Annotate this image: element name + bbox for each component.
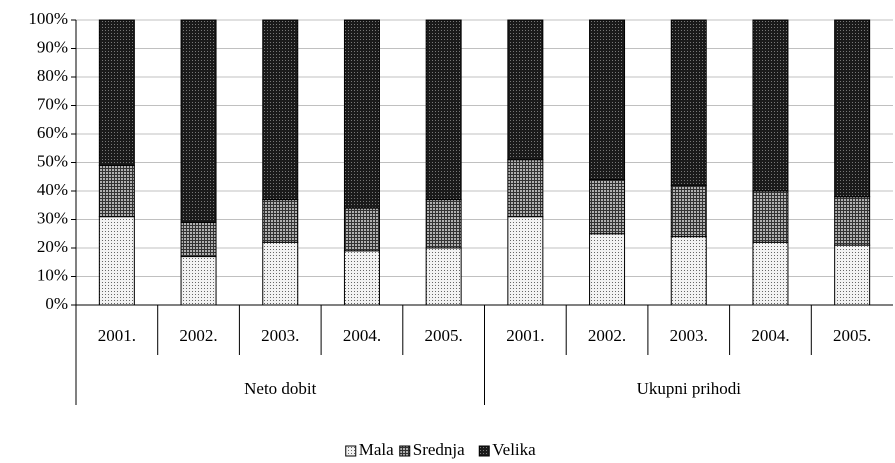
bar-segment (425, 247, 462, 306)
x-tick-label: 2005. (833, 326, 871, 345)
bar-segment (425, 199, 462, 249)
bar-segment (589, 179, 626, 235)
bar-segment (507, 159, 544, 218)
bar-segment (834, 244, 871, 306)
y-tick-label: 80% (37, 66, 68, 85)
bar-segment (425, 19, 462, 201)
x-tick-label: 2005. (425, 326, 463, 345)
y-tick-label: 100% (28, 9, 68, 28)
bar-segment (262, 241, 299, 306)
y-tick-label: 0% (45, 294, 68, 313)
bar-segment (670, 184, 707, 238)
group-label: Neto dobit (244, 379, 317, 398)
bar-segment (507, 216, 544, 306)
y-tick-label: 70% (37, 94, 68, 113)
bar-segment (834, 196, 871, 246)
y-tick-label: 30% (37, 208, 68, 227)
bar-segment (180, 256, 217, 306)
bar-segment (589, 19, 626, 181)
bar-segment (507, 19, 544, 161)
y-tick-label: 40% (37, 180, 68, 199)
legend-label: Velika (492, 440, 536, 459)
bar-segment (98, 216, 135, 306)
legend-swatch (478, 445, 490, 457)
bar-segment (752, 241, 789, 306)
bar-segment (98, 19, 135, 166)
y-tick-label: 60% (37, 123, 68, 142)
bar-segment (98, 164, 135, 218)
bar-segment (343, 207, 380, 252)
x-tick-label: 2003. (261, 326, 299, 345)
y-tick-label: 50% (37, 151, 68, 170)
bar-segment (343, 19, 380, 209)
legend-label: Mala (359, 440, 394, 459)
x-tick-label: 2001. (98, 326, 136, 345)
bar-segment (834, 19, 871, 198)
y-tick-label: 10% (37, 265, 68, 284)
y-tick-label: 90% (37, 37, 68, 56)
y-tick-label: 20% (37, 237, 68, 256)
x-tick-label: 2001. (506, 326, 544, 345)
bar-segment (180, 221, 217, 258)
x-tick-label: 2002. (588, 326, 626, 345)
bar-segment (670, 19, 707, 186)
x-tick-label: 2004. (343, 326, 381, 345)
group-label: Ukupni prihodi (637, 379, 742, 398)
bar-segment (752, 190, 789, 243)
bar-segment (262, 19, 299, 201)
x-tick-label: 2002. (179, 326, 217, 345)
legend-swatch (345, 445, 357, 457)
bar-segment (262, 199, 299, 243)
bar-segment (589, 233, 626, 306)
x-tick-label: 2003. (670, 326, 708, 345)
bar-segment (343, 250, 380, 306)
legend-swatch (399, 445, 411, 457)
x-tick-label: 2004. (751, 326, 789, 345)
bar-segment (180, 19, 217, 223)
legend-label: Srednja (413, 440, 465, 459)
bar-segment (670, 236, 707, 306)
bar-segment (752, 19, 789, 192)
